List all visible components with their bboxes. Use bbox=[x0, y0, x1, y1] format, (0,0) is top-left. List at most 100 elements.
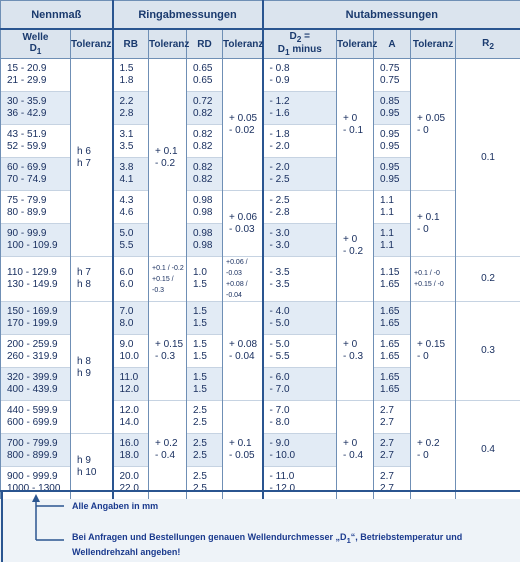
cell-line: h 8 bbox=[77, 279, 112, 291]
cell-line: - 11.0 bbox=[270, 471, 337, 483]
cell: - 7.0- 8.0 bbox=[263, 401, 337, 434]
note: Bei Anfragen und Bestellungen genauen We… bbox=[72, 532, 462, 545]
cell-line: 16.0 bbox=[120, 438, 149, 450]
cell-line: 75 - 79.9 bbox=[7, 195, 70, 207]
cell-line: h 9 bbox=[77, 368, 112, 380]
cell-line: 60 - 69.9 bbox=[7, 162, 70, 174]
cell-line: h 10 bbox=[77, 467, 112, 479]
merged-cell: + 0- 0.1 bbox=[337, 59, 374, 191]
cell-line: 170 - 199.9 bbox=[7, 318, 70, 330]
cell-line: 0.98 bbox=[193, 240, 222, 252]
cell-line: - 0.3 bbox=[155, 351, 186, 363]
cell-line: 80 - 89.9 bbox=[7, 207, 70, 219]
cell-line: - 0.3 bbox=[343, 351, 373, 363]
cell-line: + 0.1 bbox=[229, 438, 262, 450]
footer: Alle Angaben in mm Bei Anfragen und Best… bbox=[0, 490, 520, 562]
cell-line: +0.15 / -0 bbox=[414, 279, 455, 290]
cell-line: 18.0 bbox=[120, 450, 149, 462]
cell-line: 1.5 bbox=[193, 351, 222, 363]
cell-line: 0.2 bbox=[456, 273, 520, 285]
cell-line: 70 - 74.9 bbox=[7, 174, 70, 186]
cell-line: 0.65 bbox=[193, 75, 222, 87]
merged-cell: + 0.15- 0 bbox=[411, 302, 456, 401]
cell-line: 1.15 bbox=[380, 267, 410, 279]
cell-line: h 8 bbox=[77, 356, 112, 368]
cell-line: 1.65 bbox=[380, 384, 410, 396]
cell-line: + 0.05 bbox=[417, 113, 455, 125]
cell-line: - 0.2 bbox=[155, 158, 186, 170]
cell-line: 52 - 59.9 bbox=[7, 141, 70, 153]
note: Wellendrehzahl angeben! bbox=[72, 547, 180, 557]
cell-line: - 0.05 bbox=[229, 450, 262, 462]
cell-line: 1.65 bbox=[380, 279, 410, 291]
cell-line: 5.0 bbox=[120, 228, 149, 240]
header-text: = bbox=[301, 31, 310, 42]
cell-line: +0.15 / -0.3 bbox=[152, 274, 186, 296]
cell-line: 0.82 bbox=[193, 108, 222, 120]
cell-line: 1.65 bbox=[380, 339, 410, 351]
cell-line: - 1.2 bbox=[270, 96, 337, 108]
cell-line: +0.1 / -0 bbox=[414, 268, 455, 279]
column-header: A bbox=[374, 29, 411, 59]
cell: - 4.0- 5.0 bbox=[263, 302, 337, 335]
cell-line: - 3.0 bbox=[270, 228, 337, 240]
merged-cell: + 0.05- 0 bbox=[411, 59, 456, 191]
cell-line: - 0 bbox=[417, 450, 455, 462]
cell-line: 0.82 bbox=[193, 129, 222, 141]
cell-line: 1.65 bbox=[380, 318, 410, 330]
cell-line: - 6.0 bbox=[270, 372, 337, 384]
cell-line: 1.5 bbox=[193, 318, 222, 330]
cell-line: - 0.03 bbox=[229, 224, 262, 236]
header-text: 2 bbox=[489, 41, 494, 51]
cell-line: 2.7 bbox=[380, 438, 410, 450]
cell-line: + 0.1 bbox=[155, 146, 186, 158]
cell-line: 0.4 bbox=[456, 444, 520, 456]
cell-line: 0.65 bbox=[193, 63, 222, 75]
cell-line: 7.0 bbox=[120, 306, 149, 318]
column-header: Toleranz bbox=[223, 29, 263, 59]
cell-line: - 0 bbox=[417, 351, 455, 363]
cell-line: - 1.6 bbox=[270, 108, 337, 120]
cell: - 6.0- 7.0 bbox=[263, 368, 337, 401]
cell-line: + 0 bbox=[343, 113, 373, 125]
cell-line: 1.8 bbox=[120, 75, 149, 87]
merged-cell: + 0.1- 0.05 bbox=[223, 401, 263, 500]
cell-line: 2.7 bbox=[380, 450, 410, 462]
cell-line: 2.5 bbox=[193, 405, 222, 417]
merged-cell: + 0.05- 0.02 bbox=[223, 59, 263, 191]
cell-line: - 3.5 bbox=[270, 279, 337, 291]
cell-line: 0.95 bbox=[380, 162, 410, 174]
cell-line: 0.72 bbox=[193, 96, 222, 108]
cell-line: 0.98 bbox=[193, 207, 222, 219]
cell-line: 90 - 99.9 bbox=[7, 228, 70, 240]
cell-line: 0.75 bbox=[380, 75, 410, 87]
cell-line: + 0 bbox=[343, 339, 373, 351]
group-header: Nutabmessungen bbox=[263, 1, 520, 30]
cell-line: 14.0 bbox=[120, 417, 149, 429]
cell-line: 3.1 bbox=[120, 129, 149, 141]
cell-line: 0.85 bbox=[380, 96, 410, 108]
cell: - 3.0- 3.0 bbox=[263, 224, 337, 257]
cell-line: + 0.2 bbox=[417, 438, 455, 450]
cell-line: 12.0 bbox=[120, 384, 149, 396]
cell-line: + 0.2 bbox=[155, 438, 186, 450]
